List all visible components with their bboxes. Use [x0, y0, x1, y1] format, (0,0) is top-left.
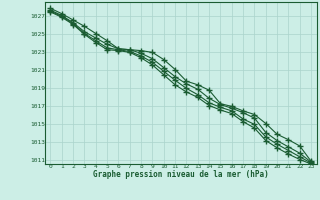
X-axis label: Graphe pression niveau de la mer (hPa): Graphe pression niveau de la mer (hPa) [93, 170, 269, 179]
